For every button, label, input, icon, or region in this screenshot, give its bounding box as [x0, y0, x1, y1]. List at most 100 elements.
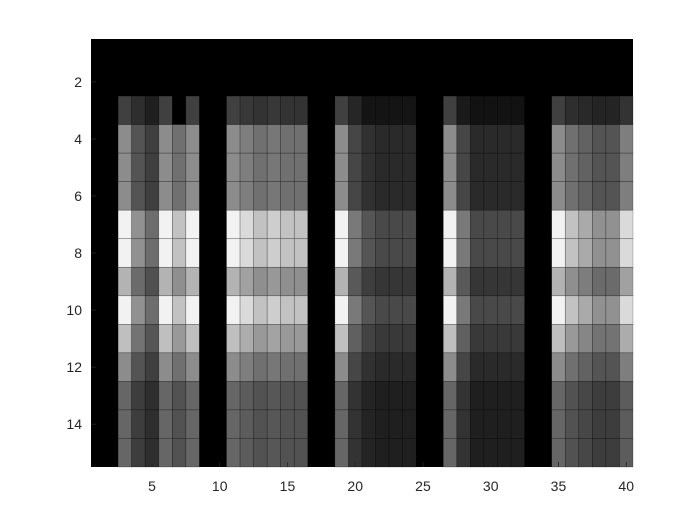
heatmap-cell — [91, 381, 105, 410]
heatmap-cell — [131, 324, 146, 354]
heatmap-cell — [266, 124, 281, 154]
heatmap-cell — [172, 152, 187, 182]
heatmap-cell — [564, 266, 580, 297]
heatmap-cell — [551, 181, 566, 211]
heatmap-cell — [510, 95, 525, 125]
heatmap-cell — [442, 352, 458, 382]
heatmap-cell — [456, 352, 471, 382]
heatmap-cell — [131, 95, 146, 125]
heatmap-cell — [253, 209, 268, 240]
heatmap-cell — [266, 95, 281, 125]
heatmap-cell — [280, 352, 295, 382]
heatmap-cell — [104, 352, 119, 382]
heatmap-cell — [375, 39, 390, 68]
heatmap-cell — [442, 152, 458, 182]
heatmap-cell — [524, 381, 539, 410]
heatmap-cell — [442, 381, 458, 411]
x-tick-label: 15 — [280, 478, 296, 494]
heatmap-cell — [429, 409, 444, 439]
heatmap-cell — [524, 181, 539, 211]
heatmap-cell — [564, 438, 580, 468]
heatmap-cell — [416, 39, 430, 68]
heatmap-cell — [429, 295, 444, 325]
heatmap-cell — [91, 181, 105, 211]
heatmap-cell — [497, 295, 512, 325]
heatmap-cell — [199, 352, 213, 382]
heatmap-cell — [402, 181, 417, 211]
heatmap-cell — [388, 324, 403, 354]
heatmap-cell — [267, 67, 281, 97]
heatmap-cell — [348, 295, 363, 325]
heatmap-cell — [253, 266, 268, 297]
heatmap-cell — [117, 266, 132, 297]
heatmap-cell — [470, 124, 485, 154]
heatmap-cell — [145, 67, 159, 97]
heatmap-cell — [117, 438, 132, 468]
heatmap-cell — [483, 95, 498, 125]
y-tick-label: 10 — [66, 302, 82, 318]
heatmap-cell — [226, 95, 241, 125]
heatmap-cell — [361, 266, 376, 297]
heatmap-cell — [538, 324, 552, 353]
heatmap-cell — [212, 438, 227, 467]
heatmap-cell — [578, 67, 593, 97]
heatmap-cell — [402, 238, 417, 268]
heatmap-cell — [158, 238, 173, 268]
heatmap-cell — [538, 153, 552, 182]
heatmap-cell — [91, 267, 105, 296]
heatmap-cell — [239, 209, 254, 240]
heatmap-cell — [483, 324, 498, 354]
heatmap-cell — [483, 152, 498, 182]
heatmap-cell — [538, 210, 552, 239]
heatmap-cell — [226, 67, 241, 97]
heatmap-cell — [348, 67, 362, 97]
heatmap-cell — [104, 409, 119, 439]
heatmap-cell — [402, 381, 417, 411]
heatmap-cell — [239, 152, 254, 182]
x-tick-label: 30 — [483, 478, 499, 494]
heatmap-cell — [117, 209, 132, 240]
heatmap-cell — [605, 124, 620, 154]
heatmap-cell — [334, 95, 349, 125]
heatmap-cell — [131, 238, 146, 268]
heatmap-cell — [253, 352, 268, 382]
heatmap-cell — [185, 438, 200, 468]
heatmap-cell — [91, 295, 105, 325]
heatmap-cell — [172, 438, 187, 468]
heatmap-cell — [199, 409, 213, 439]
heatmap-cell — [321, 153, 335, 182]
heatmap-cell — [619, 67, 633, 97]
heatmap-cell — [361, 324, 376, 354]
heatmap-cell — [158, 409, 173, 439]
heatmap-cell — [131, 67, 146, 97]
heatmap-cell — [239, 124, 254, 154]
heatmap-cell — [538, 438, 552, 467]
heatmap-cell — [429, 210, 444, 239]
heatmap-cell — [348, 352, 363, 382]
heatmap-cell — [592, 209, 607, 240]
heatmap-cell — [592, 95, 607, 125]
heatmap-cell — [172, 295, 187, 325]
heatmap-cell — [226, 295, 241, 325]
heatmap-cell — [429, 352, 444, 382]
heatmap-cell — [239, 438, 254, 468]
heatmap-cell — [321, 67, 335, 97]
heatmap-cell — [564, 209, 580, 240]
heatmap-cell — [307, 238, 322, 268]
heatmap-cell — [470, 238, 485, 268]
heatmap-cell — [564, 152, 580, 182]
heatmap-cell — [253, 39, 268, 68]
heatmap-cell — [605, 152, 620, 182]
heatmap-cell — [253, 324, 268, 354]
heatmap-cell — [470, 266, 485, 297]
heatmap-cell — [619, 124, 634, 154]
heatmap-cell — [131, 438, 146, 468]
heatmap-cell — [538, 295, 552, 325]
heatmap-cell — [158, 352, 173, 382]
heatmap-cell — [307, 181, 322, 211]
heatmap-cell — [104, 438, 119, 467]
heatmap-cell — [510, 438, 525, 468]
heatmap-cell — [510, 381, 525, 411]
heatmap-cell — [578, 238, 593, 268]
y-tick-label: 12 — [66, 359, 82, 375]
